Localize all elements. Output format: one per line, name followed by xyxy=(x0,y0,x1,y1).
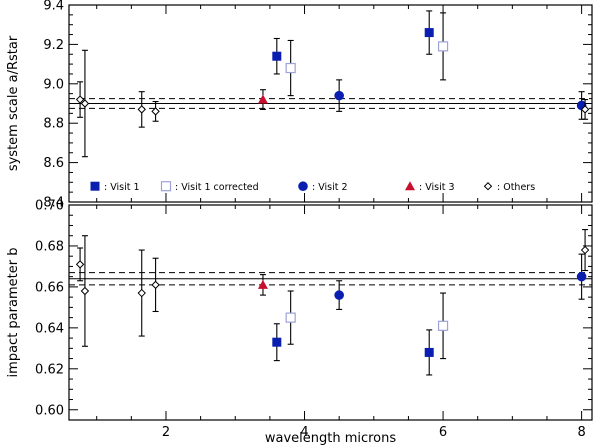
legend-marker xyxy=(298,181,308,192)
data-point xyxy=(75,95,85,104)
legend-marker xyxy=(483,182,493,191)
legend-marker xyxy=(90,181,100,191)
series-visit-2 xyxy=(334,79,587,120)
data-point xyxy=(80,286,90,296)
x-tick-label: 4 xyxy=(300,425,308,440)
legend-label: : Visit 1 corrected xyxy=(175,182,259,193)
legend: : Visit 1 : Visit 1 corrected : Visit 2 : V… xyxy=(90,181,535,193)
series-visit-1 xyxy=(272,10,434,75)
data-point xyxy=(137,105,146,114)
series-visit-1 xyxy=(272,323,434,376)
series-others xyxy=(75,49,590,158)
y-tick-label: 0.62 xyxy=(35,362,64,377)
panel-2: 0.60 0.62 0.64 0.66 0.68 0.70 2 4 6 8 impact param… xyxy=(6,199,593,446)
y-tick-label: 8.8 xyxy=(43,117,64,132)
legend-label: : Visit 3 xyxy=(419,182,455,193)
y-tick-label: 8.4 xyxy=(43,196,64,211)
data-point xyxy=(137,288,146,298)
x-axis-title: wavelength microns xyxy=(265,431,397,446)
data-point xyxy=(580,105,590,114)
data-point xyxy=(272,51,282,61)
x-tick-label: 2 xyxy=(162,425,170,440)
y-tick-label: 8.6 xyxy=(43,156,64,171)
series-visit-1-corrected xyxy=(285,12,449,97)
data-point xyxy=(424,28,434,38)
data-point xyxy=(285,312,296,323)
panel-1: 8.4 8.6 8.8 9.0 9.2 9.4 : Visit 1 : Visit 1 cor… xyxy=(6,0,593,211)
data-point xyxy=(80,99,90,108)
legend-marker xyxy=(160,181,172,192)
y-tick-label: 9.2 xyxy=(43,38,64,53)
y-tick-label: 0.66 xyxy=(35,280,64,295)
series-visit-2 xyxy=(334,253,587,310)
plot-frame xyxy=(68,204,593,421)
x-tick-label: 6 xyxy=(439,425,447,440)
y-tick-label: 0.70 xyxy=(35,199,64,214)
x-tick-label: 8 xyxy=(577,425,585,440)
y-tick-label: 9.4 xyxy=(43,0,64,14)
data-point xyxy=(272,337,282,347)
data-point xyxy=(334,90,344,101)
legend-label: : Visit 2 xyxy=(312,182,348,193)
plot-frame xyxy=(68,4,593,203)
legend-label: : Others xyxy=(497,182,535,193)
series-visit-3 xyxy=(257,274,268,296)
data-point xyxy=(437,320,449,331)
series-others xyxy=(75,229,590,347)
series-visit-3 xyxy=(257,89,268,110)
data-point xyxy=(151,280,160,290)
data-point xyxy=(576,271,587,282)
data-point xyxy=(285,62,296,74)
data-point xyxy=(437,41,449,52)
series-visit-1-corrected xyxy=(285,290,449,360)
y-tick-label: 9.0 xyxy=(43,77,64,92)
y-axis-title: impact parameter b xyxy=(6,248,21,378)
data-point xyxy=(424,347,434,357)
data-point xyxy=(257,94,268,104)
y-axis-title: system scale a/Rstar xyxy=(6,35,21,171)
legend-label: : Visit 1 xyxy=(104,182,140,193)
data-point xyxy=(257,279,268,289)
y-tick-label: 0.60 xyxy=(35,403,64,418)
data-point xyxy=(75,260,85,269)
legend-marker xyxy=(405,181,415,191)
data-point xyxy=(580,245,590,255)
data-point xyxy=(334,290,344,300)
data-point xyxy=(151,107,160,116)
y-tick-label: 0.64 xyxy=(35,321,64,336)
y-tick-label: 0.68 xyxy=(35,239,64,254)
